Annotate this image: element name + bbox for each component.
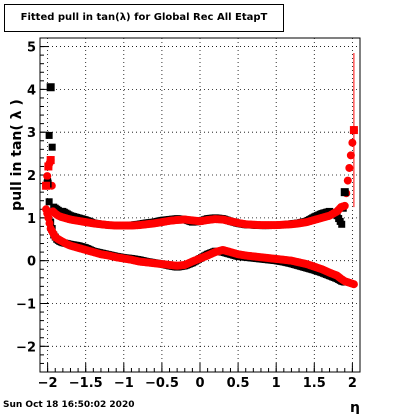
- y-tick-labels: −2 −1 0 1 2 3 4 5: [16, 41, 36, 356]
- x-tick-label: 1.5: [303, 376, 326, 391]
- chart-title: Fitted pull in tan(λ) for Global Rec All…: [20, 12, 268, 23]
- y-tick-label: 0: [27, 255, 36, 270]
- red-outlier-marker: [42, 181, 51, 190]
- x-tick-label: −2: [38, 376, 58, 391]
- black-mean-marker: [338, 220, 346, 228]
- black-sigma-marker: [45, 198, 53, 206]
- y-tick-label: −1: [16, 297, 36, 312]
- black-mean-marker: [45, 131, 53, 139]
- y-tick-label: −2: [16, 340, 36, 355]
- timestamp-footer: Sun Oct 18 16:50:02 2020: [3, 400, 135, 410]
- grid: [40, 38, 360, 372]
- x-tick-label: −0.5: [145, 376, 179, 391]
- red-outlier-marker: [44, 162, 53, 171]
- black-mean-marker: [48, 143, 56, 151]
- red-mean-marker: [348, 138, 357, 147]
- y-tick-label: 1: [27, 212, 36, 227]
- red-mean-marker: [43, 172, 52, 181]
- x-tick-label: 1: [272, 376, 281, 391]
- y-tick-label: 4: [27, 83, 36, 98]
- red-mean-marker: [343, 176, 352, 185]
- x-tick-label: 0: [195, 376, 204, 391]
- axis-ticks: [39, 37, 361, 373]
- x-tick-label: −1: [114, 376, 134, 391]
- red-sigma-marker: [349, 280, 358, 289]
- x-tick-label: 0.5: [227, 376, 250, 391]
- red-mean-marker: [346, 151, 355, 160]
- y-tick-label: 2: [27, 169, 36, 184]
- x-tick-label: 2: [348, 376, 357, 391]
- plot-frame: [39, 37, 361, 373]
- y-tick-label: 3: [27, 126, 36, 141]
- y-tick-label: 5: [27, 41, 36, 56]
- title-box: Fitted pull in tan(λ) for Global Rec All…: [4, 4, 284, 32]
- red-mean-marker: [340, 201, 349, 210]
- black-outlier-marker: [340, 188, 349, 197]
- black-outlier-marker: [46, 83, 55, 92]
- red-mean-marker: [345, 163, 354, 172]
- x-tick-label: −1.5: [69, 376, 103, 391]
- x-tick-labels: −2 −1.5 −1 −0.5 0 0.5 1 1.5 2: [38, 376, 357, 391]
- x-axis-title: η: [350, 400, 360, 414]
- y-axis-title: pull in tan( λ ): [9, 99, 25, 211]
- red-outlier-marker: [349, 126, 358, 135]
- red-outlier-marker: [46, 156, 55, 165]
- data-marks: [42, 52, 358, 289]
